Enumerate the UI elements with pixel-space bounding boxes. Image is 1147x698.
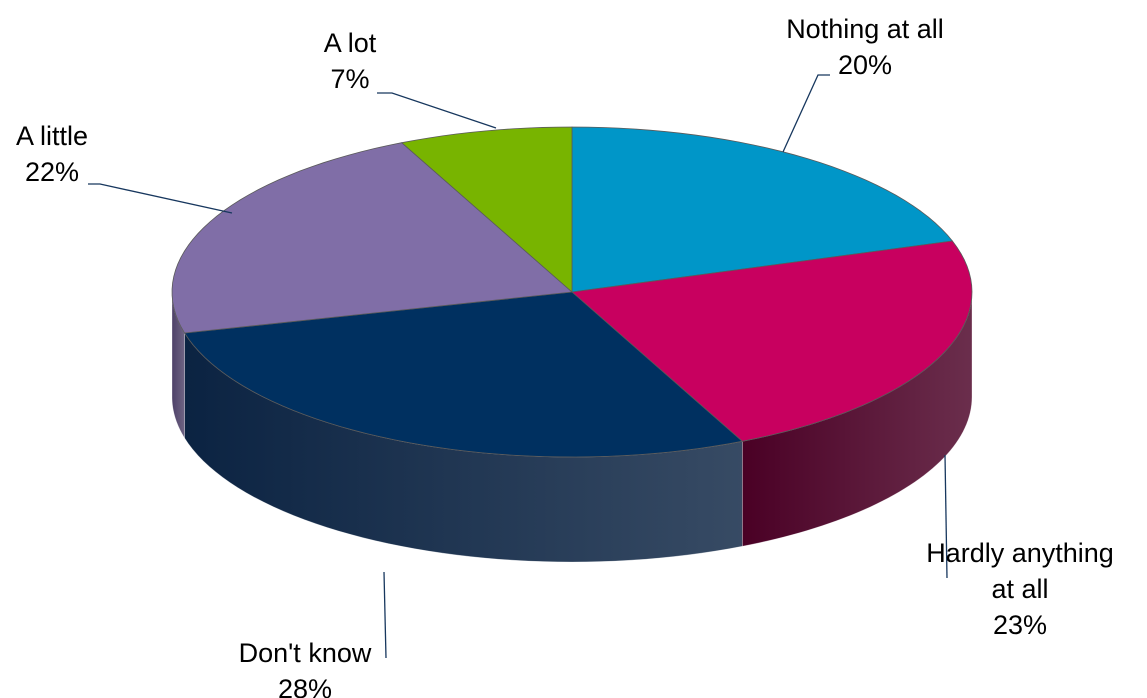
pie-top-faces (171, 126, 973, 458)
data-label-nothing-at-all: 20% (838, 50, 892, 80)
slice-a-lot (401, 126, 573, 293)
leader-line-don-t-know (383, 571, 387, 659)
leader-lines (88, 74, 948, 659)
slice-label-nothing-at-all: Nothing at all (786, 14, 944, 44)
leader-line-a-little (88, 183, 233, 214)
leader-line-hardly-anything-at-all (944, 454, 948, 579)
slice-nothing-at-all (571, 126, 953, 293)
leader-line-a-lot (377, 92, 497, 129)
slice-label-hardly-anything-at-all: at all (991, 574, 1048, 604)
slice-labels: Nothing at all 20% Hardly anything at all 23… (16, 14, 1114, 698)
data-label-don-t-know: 28% (278, 674, 332, 698)
slice-label-a-lot: A lot (324, 28, 377, 58)
slice-a-little (171, 142, 573, 334)
data-label-hardly-anything-at-all: 23% (993, 610, 1047, 640)
data-label-a-lot: 7% (330, 64, 369, 94)
slice-label-hardly-anything-at-all: Hardly anything (926, 538, 1114, 568)
slice-hardly-anything-at-all (571, 240, 973, 442)
leader-line-nothing-at-all (782, 74, 830, 153)
data-label-a-little: 22% (25, 157, 79, 187)
slice-label-don-t-know: Don't know (239, 638, 372, 668)
slice-label-a-little: A little (16, 121, 88, 151)
slice-don-t-know (184, 291, 743, 458)
